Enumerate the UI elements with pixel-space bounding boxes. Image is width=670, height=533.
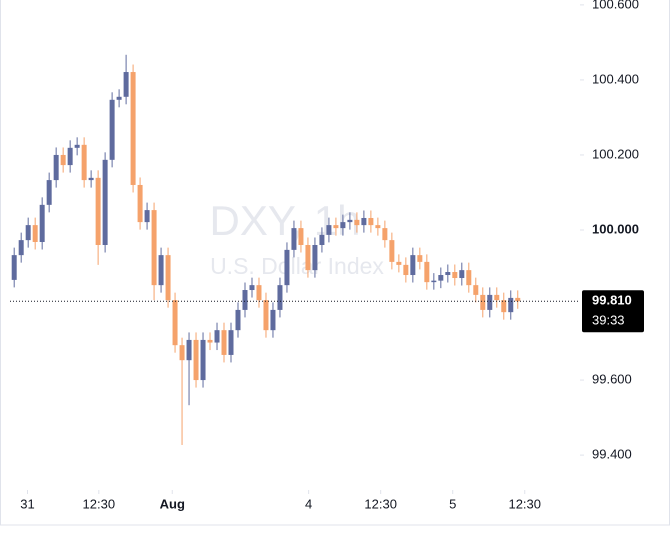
last-price-label: 99.810	[592, 293, 632, 308]
candle-body	[487, 294, 493, 310]
candle-body	[46, 180, 52, 205]
candle-body	[144, 210, 150, 223]
candle-body	[270, 309, 276, 331]
candle-body	[347, 219, 353, 223]
candle-body	[32, 225, 38, 242]
candle-body	[438, 275, 444, 281]
candle-body	[452, 272, 458, 279]
candle-body	[60, 154, 66, 166]
candle-body	[88, 177, 94, 181]
candle-body	[25, 225, 31, 241]
candle-body	[368, 217, 374, 226]
candle-body	[326, 225, 332, 235]
candle-body	[277, 285, 283, 310]
candle-body	[123, 72, 129, 97]
candle-body	[291, 228, 297, 250]
y-tick-label: 100.000	[592, 221, 639, 236]
candle-body	[473, 285, 479, 295]
y-tick-label: 100.200	[592, 146, 639, 161]
y-tick-label: 99.400	[592, 447, 632, 462]
candle-body	[53, 154, 59, 181]
candle-body	[109, 99, 115, 160]
candle-body	[67, 147, 73, 166]
candle-body	[39, 204, 45, 242]
candle-body	[319, 234, 325, 245]
candle-body	[445, 272, 451, 276]
candle-body	[501, 300, 507, 313]
y-tick-label: 100.600	[592, 0, 639, 11]
candle-body	[389, 240, 395, 262]
candle-body	[179, 345, 185, 361]
candle-body	[361, 217, 367, 226]
candle-body	[165, 255, 171, 301]
candle-body	[207, 339, 213, 343]
candle-body	[172, 300, 178, 346]
candle-body	[354, 219, 360, 226]
x-tick-label: 5	[449, 496, 456, 511]
candle-body	[333, 225, 339, 229]
candle-body	[256, 285, 262, 301]
candle-body	[515, 297, 521, 302]
candle-body	[466, 270, 472, 286]
candle-body	[130, 72, 136, 185]
candle-body	[312, 245, 318, 271]
candle-body	[200, 339, 206, 381]
candle-body	[424, 261, 430, 283]
x-tick-label: 12:30	[83, 496, 116, 511]
candle-body	[340, 222, 346, 229]
candle-body	[480, 294, 486, 310]
candle-body	[186, 339, 192, 361]
y-tick-label: 100.400	[592, 71, 639, 86]
countdown: 39:33	[592, 313, 625, 328]
candle-body	[284, 249, 290, 286]
watermark-subtitle: U.S. Dollar Index	[210, 253, 384, 279]
x-tick-label: Aug	[160, 496, 185, 511]
candle-body	[235, 309, 241, 331]
x-tick-label: 4	[305, 496, 312, 511]
candle-body	[508, 297, 514, 313]
candle-body	[11, 255, 17, 280]
candle-body	[417, 255, 423, 262]
candle-body	[249, 285, 255, 291]
y-tick-label: 99.600	[592, 372, 632, 387]
watermark-title: DXY, 1h	[210, 197, 361, 244]
x-tick-label: 31	[20, 496, 34, 511]
candle-body	[214, 330, 220, 343]
candle-body	[81, 144, 87, 181]
candle-body	[403, 264, 409, 276]
candle-body	[375, 225, 381, 229]
candle-body	[396, 261, 402, 265]
candle-body	[116, 96, 122, 100]
candle-body	[228, 330, 234, 355]
candle-body	[242, 290, 248, 310]
candle-body	[151, 210, 157, 286]
candle-body	[263, 300, 269, 331]
candle-body	[95, 177, 101, 245]
candle-body	[410, 255, 416, 276]
candle-body	[102, 159, 108, 245]
candle-body	[137, 184, 143, 223]
candle-body	[431, 280, 437, 283]
x-tick-label: 12:30	[508, 496, 541, 511]
last-price-box	[582, 290, 644, 333]
candle-body	[382, 228, 388, 241]
candle-body	[193, 339, 199, 381]
candle-body	[74, 144, 80, 148]
candle-body	[459, 270, 465, 279]
candle-body	[158, 255, 164, 286]
candle-body	[494, 294, 500, 301]
candle-body	[305, 245, 311, 271]
x-tick-label: 12:30	[364, 496, 397, 511]
candle-body	[18, 240, 24, 256]
candle-body	[221, 330, 227, 355]
candle-body	[298, 228, 304, 245]
